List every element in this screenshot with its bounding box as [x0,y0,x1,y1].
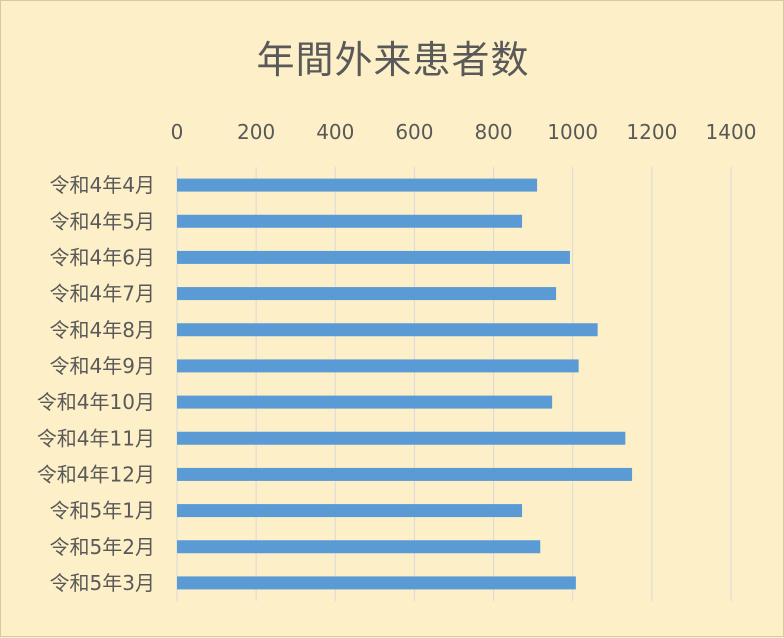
x-tick-label: 0 [171,120,184,144]
bar [177,576,576,590]
category-label: 令和5年2月 [50,535,155,559]
bar [177,323,598,337]
bar [177,395,553,409]
gridlines [176,167,732,601]
bars [177,178,633,590]
x-tick-label: 1000 [547,120,598,144]
bar [177,431,626,445]
x-tick-label: 1400 [706,120,757,144]
category-label: 令和5年3月 [50,571,155,595]
x-tick-label: 800 [474,120,512,144]
x-axis-ticks: 0 200 400 600 800 1000 1200 1400 [171,120,757,144]
bar [177,214,523,228]
bar [177,359,579,373]
category-label: 令和4年7月 [50,282,155,306]
chart-title: 年間外来患者数 [256,38,530,82]
category-label: 令和4年6月 [50,245,155,269]
x-tick-label: 400 [316,120,354,144]
x-tick-label: 200 [237,120,275,144]
category-label: 令和4年11月 [37,426,155,450]
x-tick-label: 600 [395,120,433,144]
category-label: 令和4年9月 [50,354,155,378]
y-axis-categories: 令和4年4月令和4年5月令和4年6月令和4年7月令和4年8月令和4年9月令和4年… [37,173,155,595]
bar [177,467,633,481]
bar [177,540,541,554]
x-tick-label: 1200 [626,120,677,144]
category-label: 令和5年1月 [50,499,155,523]
category-label: 令和4年10月 [37,390,155,414]
category-label: 令和4年5月 [50,209,155,233]
bar [177,178,538,192]
category-label: 令和4年4月 [50,173,155,197]
category-label: 令和4年12月 [37,462,155,486]
category-label: 令和4年8月 [50,318,155,342]
bar [177,504,523,518]
bar [177,287,557,301]
bar [177,250,570,264]
